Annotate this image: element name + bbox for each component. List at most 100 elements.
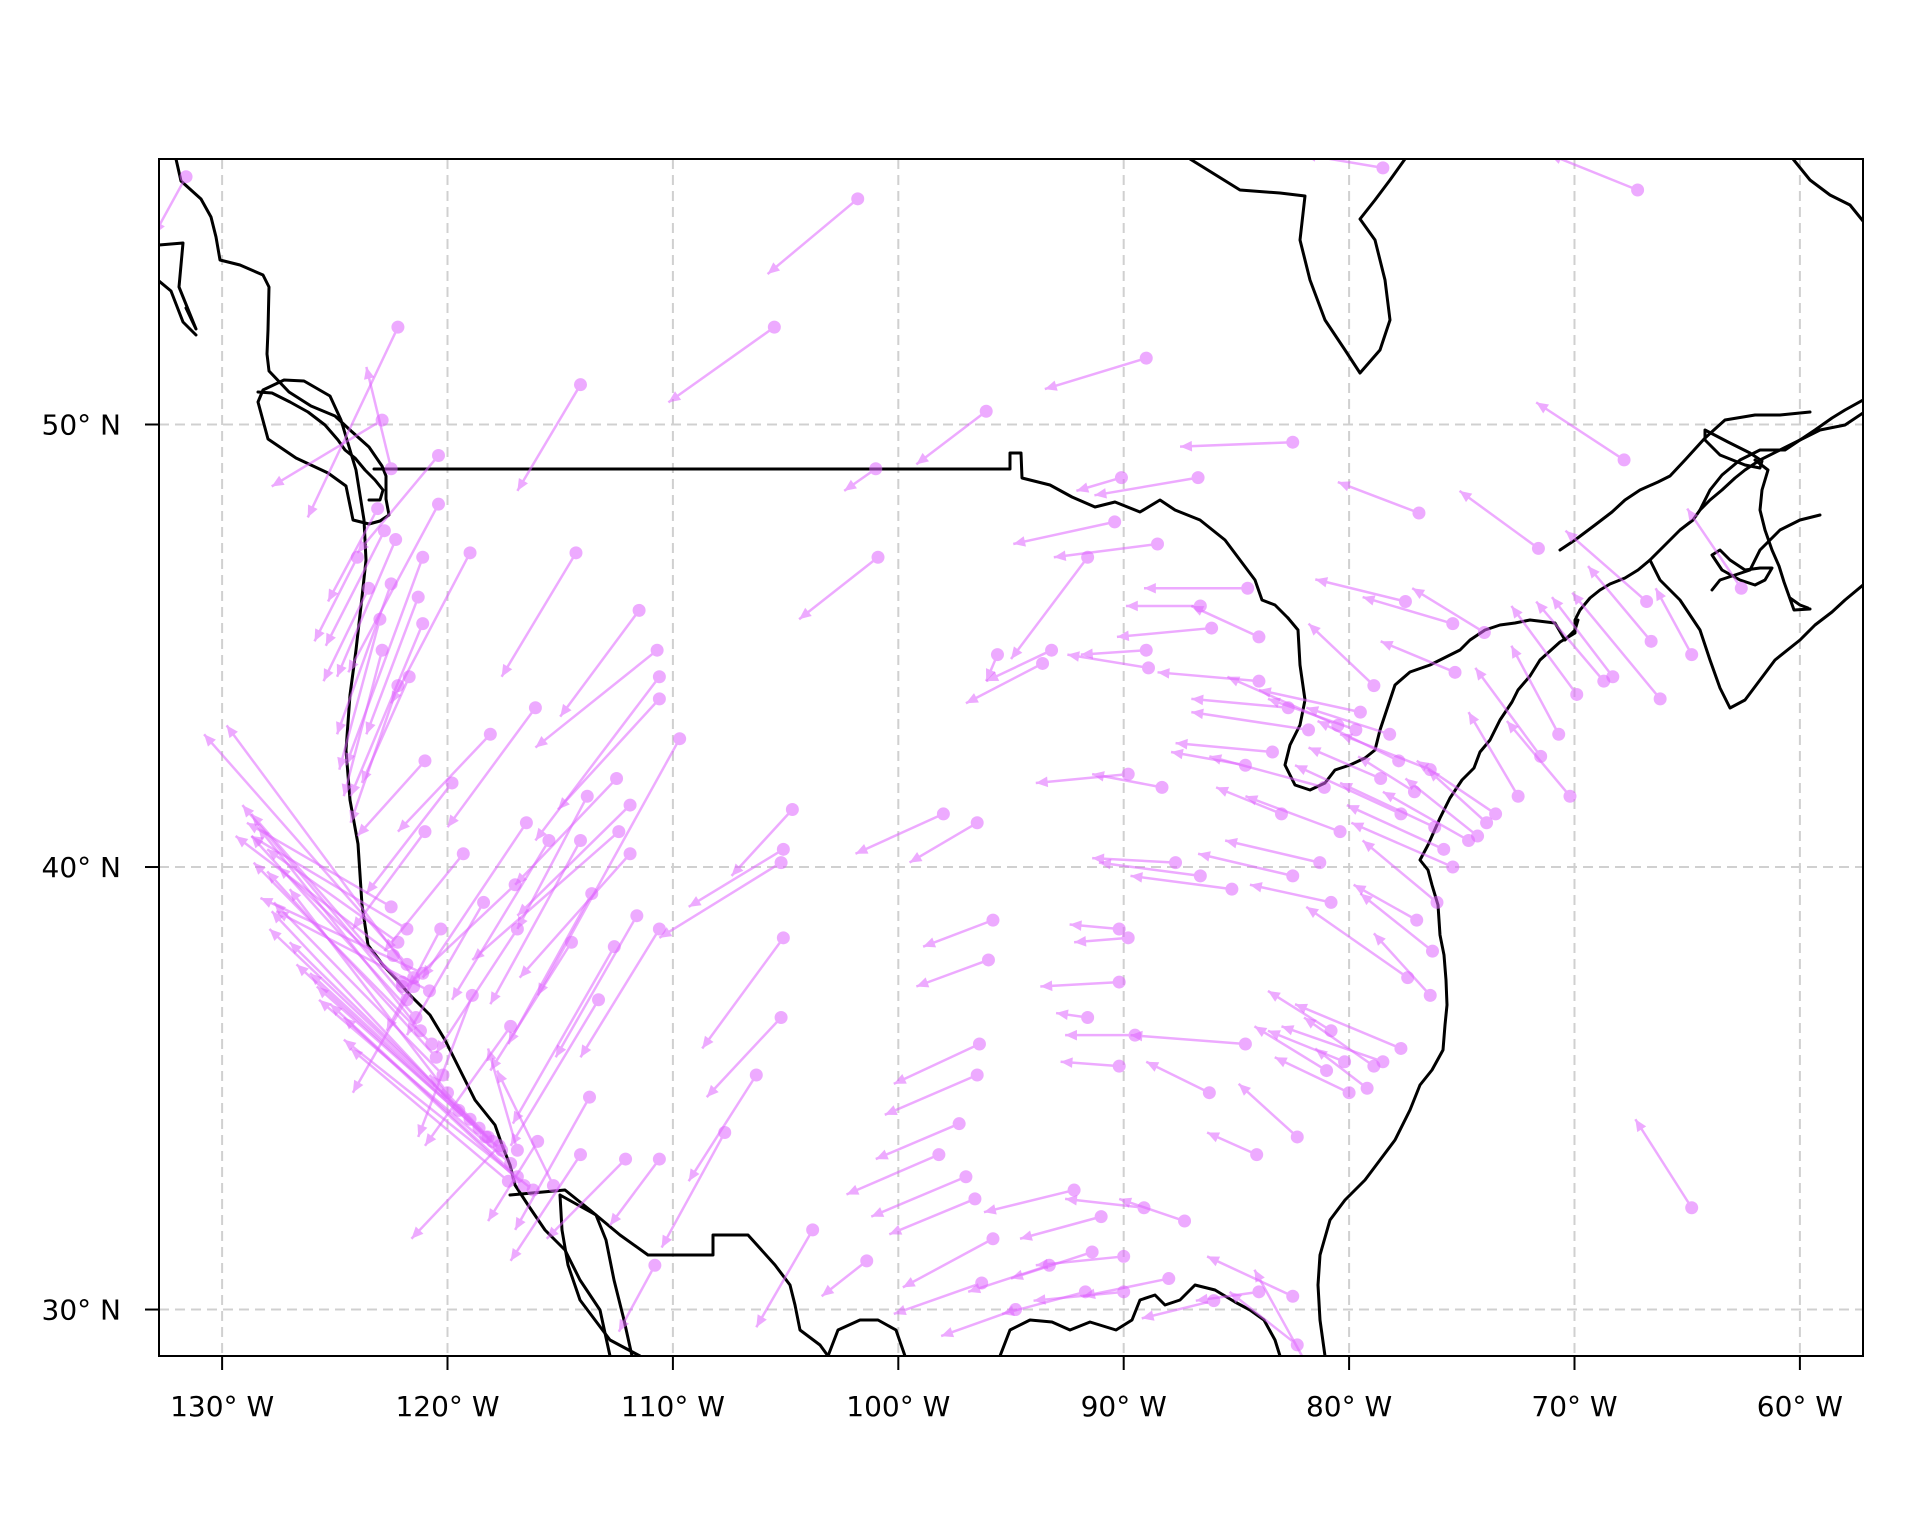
vector-arrowhead <box>1308 747 1322 758</box>
vector-origin-point <box>1644 634 1658 648</box>
vector-arrowhead <box>1207 1132 1221 1143</box>
vector-arrowhead <box>1053 550 1067 562</box>
vector-origin-point <box>1169 856 1183 870</box>
vector-arrowhead <box>983 1204 997 1215</box>
vector-shaft <box>1267 697 1357 732</box>
wind-vector <box>554 909 644 1058</box>
vector-shaft <box>1012 520 1115 546</box>
wind-vector <box>1098 858 1207 883</box>
vector-shaft <box>1010 556 1089 660</box>
vector-arrowhead <box>767 262 781 275</box>
vector-origin-point <box>526 1183 540 1197</box>
vector-shaft <box>275 910 431 993</box>
wind-vector <box>922 913 1000 948</box>
vector-origin-point <box>508 878 522 892</box>
vector-arrowhead <box>1475 667 1487 681</box>
vector-origin-point <box>1302 723 1316 737</box>
vector-arrowhead <box>1013 536 1026 547</box>
vector-arrowhead <box>1033 1294 1046 1305</box>
wind-vector <box>1035 1249 1131 1270</box>
wind-vector <box>1362 595 1460 631</box>
vector-shaft <box>579 928 661 1058</box>
vector-origin-point <box>1085 1245 1099 1259</box>
vector-shaft <box>423 1025 512 1147</box>
vector-arrowhead <box>336 663 347 677</box>
vector-arrowhead <box>337 756 348 770</box>
vector-arrowhead <box>1125 600 1138 612</box>
vector-origin-point <box>1437 842 1451 856</box>
wind-vector <box>534 643 664 749</box>
wind-vector <box>365 776 459 895</box>
wind-vector <box>534 670 666 842</box>
vector-origin-point <box>1045 643 1059 657</box>
vector-shaft <box>360 676 411 784</box>
wind-vector <box>1427 768 1494 830</box>
vector-shaft <box>471 830 620 961</box>
vector-shaft <box>486 1048 519 1151</box>
vector-arrowhead <box>1209 754 1223 765</box>
vector-shaft <box>1044 356 1147 391</box>
vector-origin-point <box>1238 1037 1252 1051</box>
vector-arrowhead <box>1553 159 1561 164</box>
wind-vector <box>1091 771 1169 794</box>
wind-vector <box>1308 746 1388 786</box>
vector-origin-point <box>1640 595 1654 609</box>
wind-vector <box>266 870 443 1064</box>
vector-origin-point <box>1155 780 1169 794</box>
vector-origin-point <box>1117 1249 1131 1263</box>
wind-vector <box>1267 1029 1352 1069</box>
vector-shaft <box>1305 706 1391 736</box>
wind-vector <box>1553 159 1645 197</box>
x-tick-label: 80° W <box>1306 1390 1392 1423</box>
wind-vector <box>341 643 389 797</box>
wind-vector <box>313 550 364 642</box>
vector-shaft <box>1339 733 1431 771</box>
vector-shaft <box>1322 159 1384 170</box>
vector-shaft <box>1082 1277 1170 1298</box>
mexico-border <box>508 1188 830 1356</box>
vector-origin-point <box>630 909 644 923</box>
vector-origin-point <box>619 1152 633 1166</box>
wind-vector <box>335 533 403 678</box>
vector-arrowhead <box>204 734 216 747</box>
wind-vector <box>1067 651 1155 675</box>
vector-shaft <box>688 848 784 908</box>
vector-arrowhead <box>668 391 682 403</box>
plot-frame <box>158 158 1864 1357</box>
wind-vector <box>1143 581 1255 595</box>
wind-vector <box>1069 920 1126 936</box>
vector-origin-point <box>1631 183 1645 197</box>
vector-shaft <box>342 649 384 797</box>
vector-origin-point <box>851 192 865 206</box>
vector-origin-point <box>1121 931 1135 945</box>
vector-arrowhead <box>424 1133 437 1146</box>
vector-arrowhead <box>1362 595 1376 606</box>
wind-vector <box>1130 872 1239 896</box>
vector-arrowhead <box>1572 592 1584 606</box>
wind-vector <box>1337 480 1426 520</box>
vector-arrowhead <box>278 867 291 879</box>
vector-arrowhead <box>1346 805 1360 815</box>
wind-vector <box>1224 838 1327 870</box>
wind-vector <box>1458 489 1545 555</box>
vector-arrowhead <box>1353 884 1367 896</box>
vector-shaft <box>365 366 393 470</box>
vector-origin-point <box>936 807 950 821</box>
vector-shaft <box>1308 746 1382 780</box>
vector-shaft <box>1244 795 1341 833</box>
y-tick-label: 30° N <box>42 1294 121 1327</box>
vector-shaft <box>273 901 444 1076</box>
vector-arrowhead <box>1258 687 1272 698</box>
vector-shaft <box>335 583 393 735</box>
vector-arrowhead <box>1044 380 1058 391</box>
vector-origin-point <box>1477 625 1491 639</box>
vector-shaft <box>514 1096 591 1231</box>
vector-shaft <box>1116 626 1212 639</box>
vector-arrowhead <box>1304 1017 1317 1029</box>
vector-origin-point <box>1191 471 1205 485</box>
vector-origin-point <box>970 1068 984 1082</box>
vector-origin-point <box>483 727 497 741</box>
wind-vector <box>1314 577 1412 609</box>
vector-origin-point <box>416 550 430 564</box>
vector-arrowhead <box>902 1277 916 1288</box>
